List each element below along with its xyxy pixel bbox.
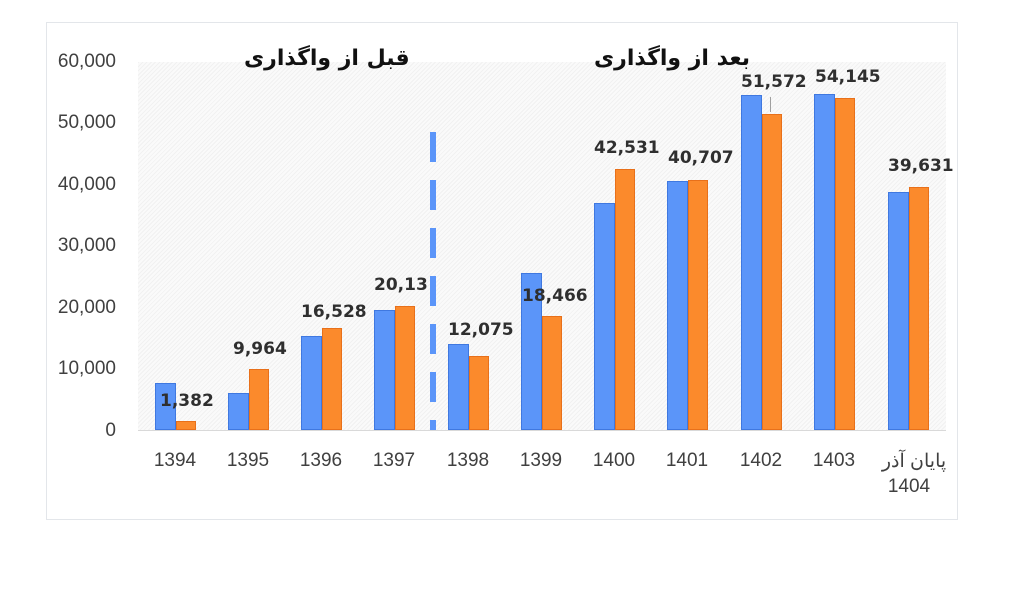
data-label-1404: 39,631	[888, 156, 954, 176]
bar-1402-blue	[741, 95, 762, 430]
x-label-1400: 1400	[592, 450, 636, 471]
data-label-1403: 54,145	[815, 67, 881, 87]
x-label-1404: 1404	[887, 476, 931, 497]
x-label-1399: 1399	[519, 450, 563, 471]
data-label-1398: 12,075	[448, 320, 514, 340]
before-transfer-title: قبل از واگذاری	[244, 46, 410, 71]
x-label-1395: 1395	[226, 450, 270, 471]
bar-1397-orange	[395, 306, 415, 430]
bar-1394-orange	[176, 421, 196, 430]
data-label-1402: 51,572	[741, 72, 807, 92]
x-label-1402: 1402	[739, 450, 783, 471]
bar-1399-orange	[542, 316, 562, 430]
x-label-1401: 1401	[665, 450, 709, 471]
before-after-divider	[430, 132, 436, 430]
bar-1396-blue	[301, 336, 322, 430]
x-label-1396: 1396	[299, 450, 343, 471]
bar-1401-blue	[667, 181, 688, 430]
label-leader-line-1402	[770, 97, 771, 112]
bar-1394-blue	[155, 383, 176, 430]
y-tick-10000: 10,000	[57, 358, 116, 379]
bar-1400-blue	[594, 203, 615, 430]
x-axis-line	[138, 430, 946, 431]
bar-1403-blue	[814, 94, 835, 430]
bar-1395-orange	[249, 369, 269, 430]
y-tick-40000: 40,000	[57, 174, 116, 195]
bar-1395-blue	[228, 393, 249, 430]
data-label-1394: 1,382	[160, 391, 214, 411]
bar-1404-orange	[909, 187, 929, 430]
x-label-1394: 1394	[153, 450, 197, 471]
bar-1404-blue	[888, 192, 909, 430]
bar-1399-blue	[521, 273, 542, 430]
after-transfer-title: بعد از واگذاری	[594, 46, 750, 71]
y-tick-0: 0	[105, 420, 116, 441]
y-tick-60000: 60,000	[57, 51, 116, 72]
x-label-1398: 1398	[446, 450, 490, 471]
bar-1396-orange	[322, 328, 342, 430]
y-tick-20000: 20,000	[57, 297, 116, 318]
x-label-1403: 1403	[812, 450, 856, 471]
bar-1402-orange	[762, 114, 782, 430]
bar-1398-orange	[469, 356, 489, 430]
x-label-end-azar: پایان آذر	[881, 451, 947, 472]
bar-1398-blue	[448, 344, 469, 430]
data-label-1401: 40,707	[668, 148, 734, 168]
data-label-1397: 20,13	[374, 275, 428, 295]
data-label-1400: 42,531	[594, 138, 660, 158]
bar-1400-orange	[615, 169, 635, 430]
bar-1397-blue	[374, 310, 395, 430]
data-label-1396: 16,528	[301, 302, 367, 322]
data-label-1399: 18,466	[522, 286, 588, 306]
bar-1403-orange	[835, 98, 855, 430]
y-tick-50000: 50,000	[57, 112, 116, 133]
bar-1401-orange	[688, 180, 708, 430]
x-label-1397: 1397	[372, 450, 416, 471]
data-label-1395: 9,964	[233, 339, 287, 359]
y-tick-30000: 30,000	[57, 235, 116, 256]
